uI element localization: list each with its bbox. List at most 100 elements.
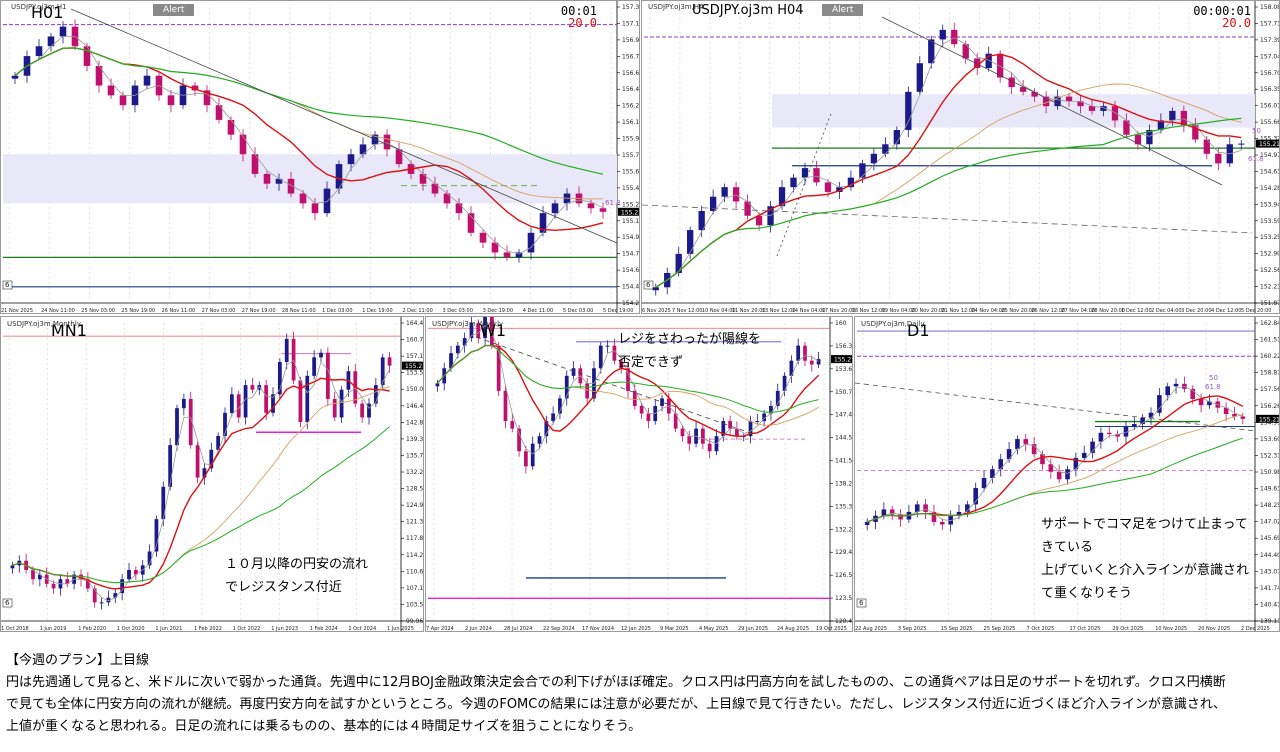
- x-tick-label: 26 Nov 11:00: [162, 308, 196, 314]
- candle-body: [965, 504, 970, 512]
- candle-body: [537, 436, 542, 444]
- candle-body: [1031, 444, 1037, 455]
- candle-body: [263, 173, 271, 184]
- candle-body: [251, 154, 259, 174]
- x-tick-label: 25 Nov 19:00: [121, 308, 155, 314]
- y-tick-label: 153.940: [1260, 201, 1280, 208]
- chart-d1[interactable]: 162.845 161.515 160.220 158.870 157.560 156.2…: [855, 317, 1280, 632]
- y-tick-label: 140.410: [1260, 601, 1280, 608]
- candle-body: [119, 95, 127, 106]
- x-tick-label: 28 Nov 11:00: [282, 308, 316, 314]
- candle-body: [882, 144, 889, 154]
- candle-body: [298, 380, 303, 423]
- panel-title: D1: [907, 321, 930, 340]
- candle-body: [467, 213, 475, 233]
- candle-body: [92, 588, 97, 603]
- candle-body: [864, 521, 870, 525]
- candle-body: [801, 168, 809, 178]
- x-tick-label: 3 Dec 20:00: [1181, 308, 1211, 314]
- candle-body: [632, 390, 637, 406]
- candle-body: [1100, 106, 1107, 111]
- chart-w1[interactable]: 160 156.385 153.620 150.735 147.450 144.550 14…: [426, 317, 853, 632]
- chart-h04[interactable]: 158.080 157.735 157.390 157.045 156.700 156.3…: [642, 1, 1280, 314]
- candle-body: [1165, 386, 1170, 396]
- y-tick-label: 155.955: [622, 136, 640, 143]
- x-tick-label: 29 Oct 2025: [1112, 626, 1143, 632]
- x-tick-label: 20 Nov 2025: [1198, 626, 1230, 632]
- x-tick-label: 22 Aug 2025: [855, 626, 887, 632]
- y-tick-label: 152.560: [1260, 267, 1280, 274]
- y-tick-label: 156.385: [835, 343, 853, 350]
- moving-average-line: [655, 37, 1242, 288]
- panel-mn1[interactable]: 164.435 160.780 157.190 153.580 150.050 146.4…: [0, 316, 424, 632]
- trend-line: [881, 16, 1223, 186]
- candle-body: [312, 357, 317, 376]
- y-tick-label: 107.115: [406, 585, 424, 592]
- y-tick-label: 155.455: [622, 185, 640, 192]
- chart-mn1[interactable]: 164.435 160.780 157.190 153.580 150.050 146.4…: [1, 317, 424, 632]
- candle-body: [881, 509, 887, 516]
- candle-body: [870, 153, 878, 164]
- candle-body: [435, 383, 440, 387]
- y-tick-label: 154.285: [1260, 185, 1280, 192]
- candle-body: [951, 29, 958, 45]
- y-tick-label: 153.580: [406, 370, 424, 377]
- y-tick-label: 164.435: [406, 320, 424, 327]
- price-tag-label: 155.214: [1259, 416, 1280, 423]
- y-tick-label: 150.980: [1260, 469, 1280, 476]
- x-tick-label: 9 Mar 2025: [660, 626, 689, 632]
- x-tick-label: 18 Nov 12:00: [852, 308, 886, 314]
- y-tick-label: 117.815: [406, 535, 424, 542]
- candle-body: [323, 188, 331, 214]
- candle-body: [680, 428, 685, 437]
- x-tick-label: 10 Nov 04:00: [702, 308, 736, 314]
- x-tick-label: 1 Jun 2025: [387, 626, 414, 632]
- y-tick-label: 156.795: [622, 53, 640, 60]
- y-tick-label: 162.845: [1260, 320, 1280, 327]
- candle-body: [998, 459, 1004, 470]
- candle-body: [796, 345, 801, 361]
- moving-average-line: [655, 117, 1242, 288]
- candle-body: [1054, 96, 1061, 107]
- candle-body: [1106, 432, 1112, 435]
- candle-body: [598, 345, 603, 369]
- y-tick-label: 158.080: [1260, 4, 1280, 11]
- y-tick-label: 123.580: [835, 595, 853, 602]
- candle-body: [47, 36, 55, 47]
- panel-h04[interactable]: 158.080 157.735 157.390 157.045 156.700 156.3…: [641, 0, 1280, 314]
- candle-body: [203, 90, 211, 106]
- y-tick-label: 156.630: [622, 70, 640, 77]
- candle-body: [687, 436, 692, 444]
- chart-h01[interactable]: 157.300 157.135 156.965 156.795 156.630 156.4…: [1, 1, 640, 314]
- candle-body: [1081, 452, 1087, 458]
- panel-d1[interactable]: 162.845 161.515 160.220 158.870 157.560 156.2…: [854, 316, 1280, 632]
- panel-h01[interactable]: 157.300 157.135 156.965 156.795 156.630 156.4…: [0, 0, 640, 314]
- y-tick-label: 144.550: [835, 435, 853, 442]
- x-tick-label: 5 Dec 03:00: [563, 308, 593, 314]
- candle-body: [544, 421, 549, 437]
- candle-body: [154, 519, 159, 552]
- candle-body: [824, 182, 832, 192]
- corner-box: [2, 280, 13, 290]
- y-tick-label: 103.535: [406, 601, 424, 608]
- candle-body: [652, 287, 659, 291]
- candle-body: [1065, 469, 1070, 480]
- candle-body: [287, 178, 295, 194]
- x-tick-label: 6 Nov 2025: [642, 308, 671, 314]
- alert-button[interactable]: Alert: [822, 4, 864, 16]
- panel-w1[interactable]: 160 156.385 153.620 150.735 147.450 144.550 14…: [425, 316, 853, 632]
- trend-line: [642, 204, 1253, 234]
- alert-button[interactable]: Alert: [153, 4, 195, 16]
- candle-body: [419, 173, 427, 184]
- y-tick-label: 138.285: [835, 480, 853, 487]
- candle-body: [813, 168, 820, 183]
- panel-title: MN1: [51, 321, 87, 340]
- candle-body: [571, 368, 576, 376]
- y-tick-label: 114.215: [406, 552, 424, 559]
- x-tick-label: 19 Oct 2025: [816, 626, 847, 632]
- x-tick-label: 1 Jun 2021: [155, 626, 182, 632]
- candle-body: [395, 149, 403, 165]
- price-tag-label: 155.214: [405, 363, 424, 370]
- candle-body: [1203, 139, 1210, 154]
- candle-body: [1031, 91, 1038, 97]
